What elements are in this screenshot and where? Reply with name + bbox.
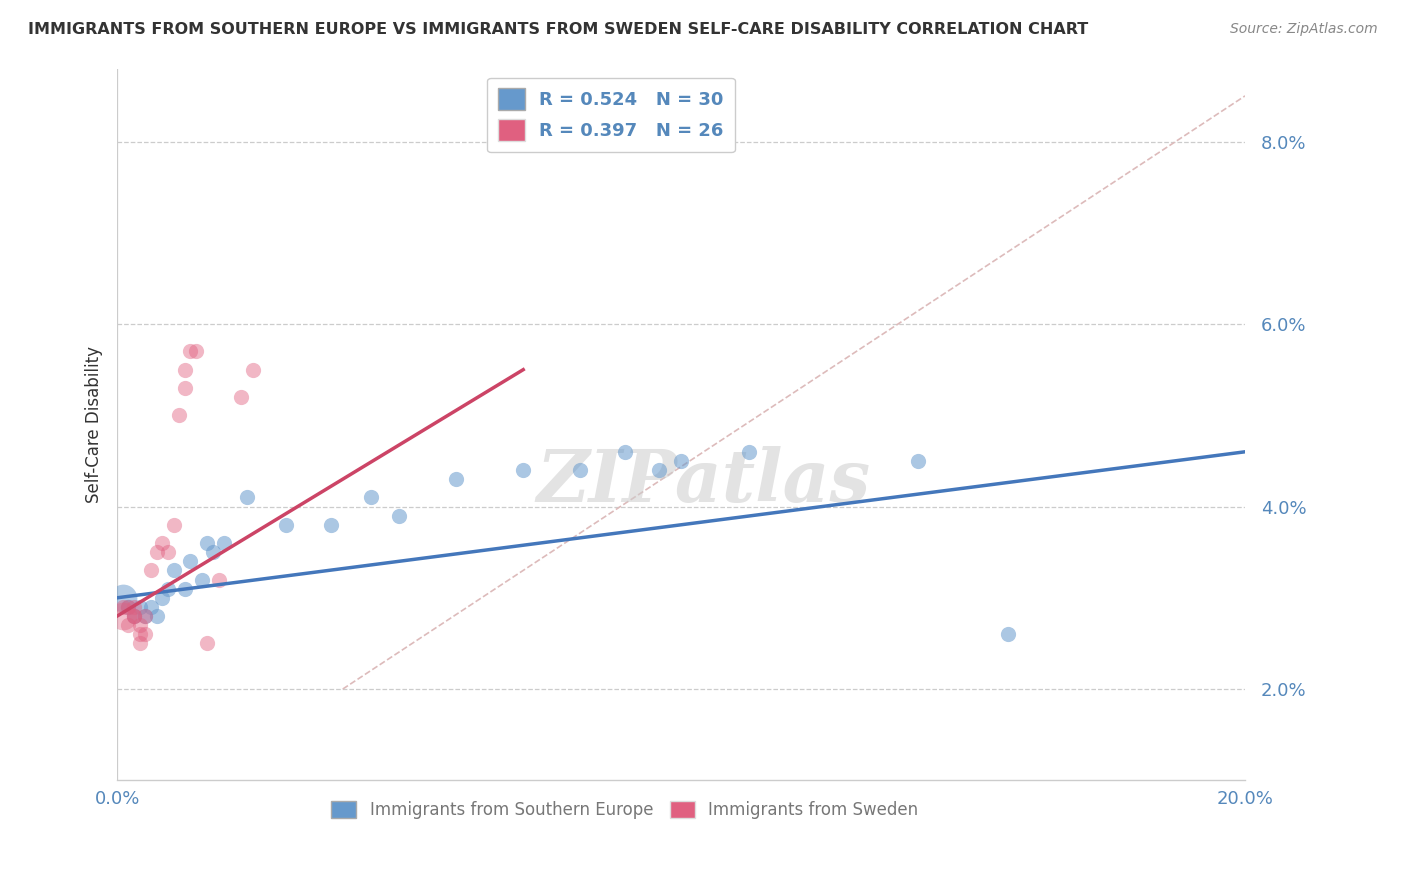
Text: IMMIGRANTS FROM SOUTHERN EUROPE VS IMMIGRANTS FROM SWEDEN SELF-CARE DISABILITY C: IMMIGRANTS FROM SOUTHERN EUROPE VS IMMIG… (28, 22, 1088, 37)
Point (907, 454, 929, 468)
Point (134, 609, 156, 624)
Point (128, 627, 150, 641)
Point (139, 599, 162, 614)
Point (208, 573, 231, 587)
Point (128, 599, 150, 614)
Point (173, 381, 195, 395)
Point (242, 362, 264, 376)
Point (444, 472, 467, 486)
Point (360, 491, 382, 505)
Point (197, 536, 219, 550)
Point (568, 463, 591, 477)
Point (117, 599, 139, 614)
Y-axis label: Self-Care Disability: Self-Care Disability (86, 346, 103, 503)
Point (276, 517, 298, 532)
Point (162, 517, 184, 532)
Point (111, 591, 134, 605)
Point (738, 444, 761, 458)
Point (197, 636, 219, 650)
Point (122, 609, 145, 624)
Point (179, 554, 201, 568)
Point (512, 463, 534, 477)
Point (111, 609, 134, 624)
Point (145, 545, 167, 559)
Point (202, 545, 225, 559)
Point (613, 444, 636, 458)
Point (134, 609, 156, 624)
Point (117, 599, 139, 614)
Point (145, 609, 167, 624)
Point (156, 582, 179, 596)
Point (669, 454, 692, 468)
Point (167, 409, 190, 423)
Point (162, 563, 184, 577)
Point (321, 517, 343, 532)
Point (122, 609, 145, 624)
Point (150, 591, 173, 605)
Point (128, 618, 150, 632)
Legend: Immigrants from Southern Europe, Immigrants from Sweden: Immigrants from Southern Europe, Immigra… (325, 794, 925, 825)
Point (214, 536, 236, 550)
Point (231, 390, 253, 404)
Point (156, 545, 179, 559)
Point (191, 573, 214, 587)
Point (122, 599, 145, 614)
Point (173, 582, 195, 596)
Point (173, 362, 195, 376)
Point (236, 491, 259, 505)
Point (647, 463, 669, 477)
Point (111, 599, 134, 614)
Point (150, 536, 173, 550)
Point (179, 344, 201, 359)
Point (186, 344, 208, 359)
Point (139, 563, 162, 577)
Point (134, 627, 156, 641)
Point (388, 508, 411, 523)
Point (128, 636, 150, 650)
Point (122, 609, 145, 624)
Text: Source: ZipAtlas.com: Source: ZipAtlas.com (1230, 22, 1378, 37)
Point (997, 627, 1019, 641)
Text: ZIPatlas: ZIPatlas (537, 446, 870, 516)
Point (117, 618, 139, 632)
